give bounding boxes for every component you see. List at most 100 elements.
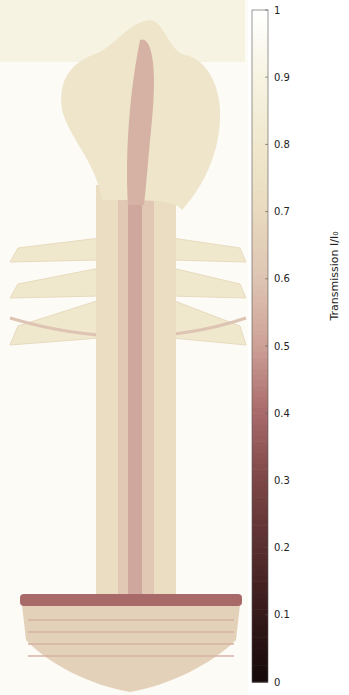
colorbar-step <box>252 598 268 604</box>
colorbar-step <box>252 184 268 190</box>
colorbar-step <box>252 609 268 615</box>
colorbar-tick-label: 0.6 <box>274 273 290 284</box>
colorbar-step <box>252 553 268 559</box>
colorbar-step <box>252 105 268 111</box>
colorbar-step <box>252 676 268 682</box>
colorbar-step <box>252 536 268 542</box>
colorbar-tick <box>265 413 268 414</box>
colorbar-step <box>252 290 268 296</box>
colorbar-step <box>252 301 268 307</box>
colorbar-step <box>252 424 268 430</box>
colorbar-step <box>252 21 268 27</box>
shaft-core <box>118 185 154 600</box>
colorbar-step <box>252 178 268 184</box>
colorbar-step <box>252 654 268 660</box>
colorbar-step <box>252 637 268 643</box>
colorbar-step <box>252 206 268 212</box>
colorbar-step <box>252 228 268 234</box>
base <box>22 605 240 692</box>
colorbar-step <box>252 497 268 503</box>
colorbar-tick <box>265 211 268 212</box>
top-core <box>127 39 154 205</box>
top-body <box>61 20 220 210</box>
colorbar-step <box>252 100 268 106</box>
colorbar-step <box>252 626 268 632</box>
base-line <box>28 643 234 645</box>
colorbar-step <box>252 486 268 492</box>
colorbar-step <box>252 116 268 122</box>
colorbar-step <box>252 570 268 576</box>
colorbar-tick-label: 0.4 <box>274 408 290 419</box>
colorbar-step <box>252 564 268 570</box>
shaft-axis <box>128 185 142 600</box>
colorbar-tick-label: 0.3 <box>274 475 290 486</box>
colorbar-step <box>252 217 268 223</box>
colorbar-step <box>252 581 268 587</box>
colorbar-step <box>252 83 268 89</box>
colorbar-tick <box>265 682 268 683</box>
colorbar-step <box>252 284 268 290</box>
colorbar-step <box>252 223 268 229</box>
colorbar-step <box>252 200 268 206</box>
colorbar-tick <box>265 614 268 615</box>
colorbar-step <box>252 329 268 335</box>
colorbar-step <box>252 32 268 38</box>
colorbar-step <box>252 88 268 94</box>
colorbar-step <box>252 318 268 324</box>
colorbar-step <box>252 469 268 475</box>
colorbar-step <box>252 55 268 61</box>
colorbar-step <box>252 604 268 610</box>
colorbar-step <box>252 150 268 156</box>
colorbar-step <box>252 531 268 537</box>
colorbar-tick <box>265 480 268 481</box>
colorbar-step <box>252 380 268 386</box>
colorbar-step <box>252 368 268 374</box>
colorbar-step <box>252 374 268 380</box>
colorbar-tick <box>265 144 268 145</box>
shaft <box>96 185 176 600</box>
colorbar-step <box>252 396 268 402</box>
colorbar-tick <box>265 278 268 279</box>
colorbar-step <box>252 60 268 66</box>
colorbar-step <box>252 441 268 447</box>
colorbar-step <box>252 458 268 464</box>
colorbar-step <box>252 16 268 22</box>
colorbar-step <box>252 144 268 150</box>
colorbar-step <box>252 122 268 128</box>
colorbar-step <box>252 49 268 55</box>
colorbar-step <box>252 430 268 436</box>
colorbar-step <box>252 296 268 302</box>
colorbar-step <box>252 508 268 514</box>
colorbar-tick-label: 0.8 <box>274 139 290 150</box>
colorbar-step <box>252 671 268 677</box>
colorbar-step <box>252 447 268 453</box>
colorbar-tick <box>265 346 268 347</box>
colorbar-tick <box>265 547 268 548</box>
colorbar-step <box>252 10 268 16</box>
radiograph <box>0 0 248 695</box>
colorbar-step <box>252 245 268 251</box>
colorbar-step <box>252 161 268 167</box>
colorbar-step <box>252 273 268 279</box>
colorbar-step <box>252 77 268 83</box>
figure: 00.10.20.30.40.50.60.70.80.91Transmissio… <box>0 0 349 695</box>
colorbar-step <box>252 307 268 313</box>
colorbar-step <box>252 44 268 50</box>
colorbar-step <box>252 559 268 565</box>
colorbar-step <box>252 38 268 44</box>
colorbar-step <box>252 240 268 246</box>
colorbar-step <box>252 632 268 638</box>
fin <box>10 268 100 298</box>
base-line <box>28 655 234 657</box>
colorbar-tick <box>265 10 268 11</box>
base-band <box>20 594 242 606</box>
colorbar-step <box>252 312 268 318</box>
colorbar-step <box>252 66 268 72</box>
fin <box>172 268 246 298</box>
colorbar-step <box>252 251 268 257</box>
colorbar-step <box>252 413 268 419</box>
colorbar-step <box>252 620 268 626</box>
colorbar-step <box>252 94 268 100</box>
colorbar-step <box>252 514 268 520</box>
colorbar-step <box>252 520 268 526</box>
